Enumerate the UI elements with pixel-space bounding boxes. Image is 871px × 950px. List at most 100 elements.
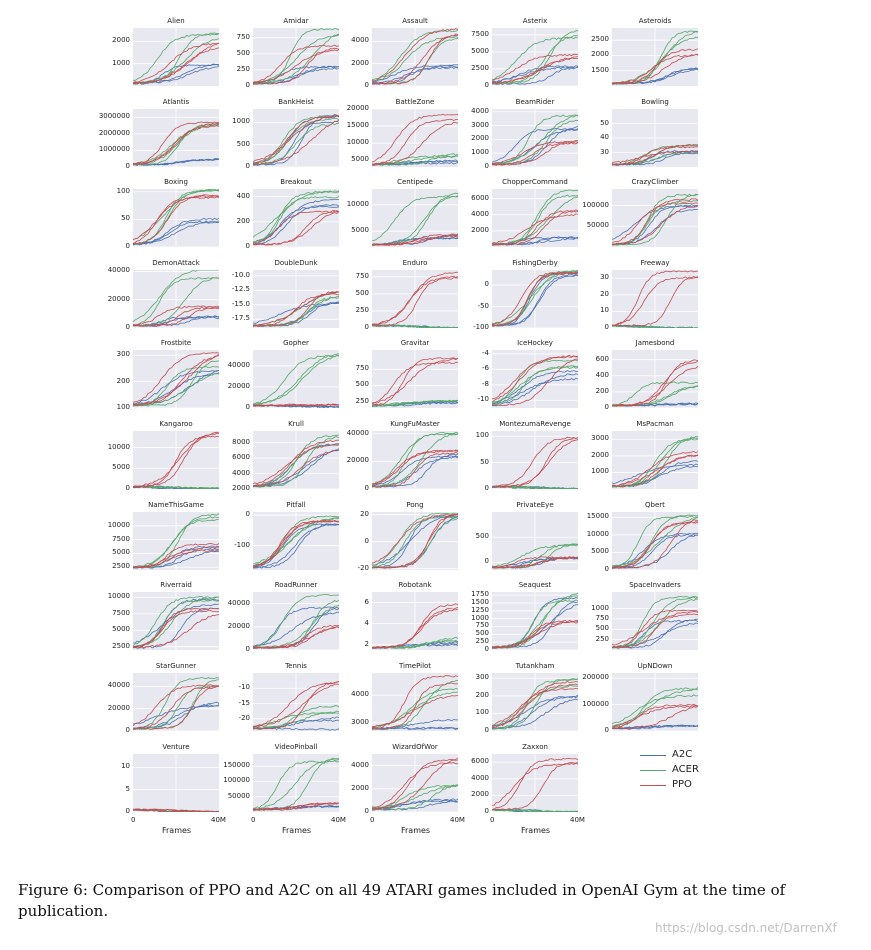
series-ppo-battlezone-2	[372, 113, 458, 163]
curves-privateeye	[492, 512, 578, 570]
y-tick-upndown-2: 200000	[582, 673, 609, 682]
panel-title-demonattack: DemonAttack	[152, 259, 200, 267]
series-ppo-frostbite-2	[133, 353, 219, 406]
series-acer-tutankham-0	[492, 678, 578, 730]
series-a2c-pitfall-2	[253, 523, 339, 568]
series-acer-asterix-2	[492, 36, 578, 81]
y-tick-icehockey-2: -6	[482, 364, 489, 373]
series-acer-gravitar-2	[372, 399, 458, 407]
series-ppo-robotank-1	[372, 608, 458, 649]
y-tick-krull-3: 8000	[232, 437, 250, 446]
curves-assault	[372, 28, 458, 86]
legend-label-acer: ACER	[672, 764, 699, 775]
curves-gravitar	[372, 350, 458, 408]
y-tick-fishingderby-0: -100	[473, 323, 489, 331]
y-tick-riverraid-0: 2500	[112, 641, 130, 650]
series-acer-kungfumaster-0	[372, 433, 458, 488]
y-tick-beamrider-1: 1000	[471, 148, 489, 157]
y-tick-bowling-1: 40	[600, 133, 609, 141]
y-tick-boxing-2: 100	[116, 186, 130, 195]
series-acer-icehockey-2	[492, 365, 578, 404]
series-ppo-beamrider-2	[492, 141, 578, 166]
series-ppo-asterix-2	[492, 53, 578, 82]
y-tick-pong-0: -20	[357, 563, 369, 572]
series-ppo-venture-2	[133, 808, 219, 812]
panel-title-tennis: Tennis	[285, 662, 307, 670]
series-ppo-tutankham-1	[492, 683, 578, 728]
series-a2c-kungfumaster-2	[372, 455, 458, 487]
series-a2c-atlantis-2	[133, 158, 219, 166]
panel-title-icehockey: IceHockey	[517, 339, 553, 347]
series-acer-demonattack-1	[133, 270, 219, 323]
curves-centipede	[372, 189, 458, 247]
y-tick-robotank-0: 2	[364, 639, 369, 648]
series-ppo-freeway-0	[612, 276, 698, 327]
series-ppo-roadrunner-2	[253, 626, 339, 649]
series-a2c-krull-1	[253, 449, 339, 488]
series-ppo-amidar-0	[253, 47, 339, 85]
series-ppo-frostbite-0	[133, 352, 219, 403]
series-ppo-battlezone-1	[372, 121, 458, 166]
series-ppo-amidar-2	[253, 49, 339, 84]
y-tick-privateeye-0: 0	[484, 557, 489, 566]
watermark: https://blog.csdn.net/DarrenXf	[655, 921, 837, 935]
panel-title-beamrider: BeamRider	[515, 98, 555, 106]
curves-pong	[372, 512, 458, 570]
y-tick-videopinball-0: 50000	[227, 791, 250, 800]
curves-battlezone	[372, 109, 458, 167]
y-tick-roadrunner-2: 40000	[227, 598, 250, 607]
legend-swatch-a2c	[640, 755, 666, 756]
series-a2c-assault-2	[372, 65, 458, 84]
y-tick-mspacman-2: 3000	[591, 434, 609, 443]
series-ppo-fishingderby-1	[492, 271, 578, 325]
series-ppo-zaxxon-1	[492, 757, 578, 810]
series-ppo-enduro-2	[372, 277, 458, 327]
series-ppo-montezumarevenge-2	[492, 439, 578, 488]
y-tick-icehockey-0: -10	[477, 395, 489, 404]
y-tick-wizardofwor-1: 2000	[351, 783, 369, 792]
series-acer-battlezone-2	[372, 155, 458, 166]
series-acer-upndown-1	[612, 688, 698, 727]
curves-asteroids	[612, 28, 698, 86]
y-tick-frostbite-0: 100	[116, 403, 130, 411]
y-tick-seaquest-7: 1750	[471, 590, 489, 599]
series-ppo-freeway-1	[612, 277, 698, 327]
y-tick-gravitar-2: 750	[355, 364, 369, 373]
y-tick-montezumarevenge-1: 50	[480, 457, 489, 466]
curves-choppercommand	[492, 189, 578, 247]
y-tick-robotank-1: 4	[364, 618, 369, 627]
y-tick-upndown-0: 0	[604, 726, 609, 734]
y-tick-breakout-1: 200	[236, 216, 250, 225]
curves-spaceinvaders	[612, 592, 698, 650]
curves-namethisgame	[133, 512, 219, 570]
panel-title-bowling: Bowling	[641, 98, 669, 106]
curves-seaquest	[492, 592, 578, 650]
y-tick-spaceinvaders-0: 250	[595, 634, 609, 643]
y-tick-pong-1: 0	[364, 536, 369, 545]
curves-mspacman	[612, 431, 698, 489]
curves-atlantis	[133, 109, 219, 167]
y-tick-jamesbond-3: 600	[595, 354, 609, 363]
series-acer-zaxxon-2	[492, 809, 578, 812]
series-ppo-kungfumaster-2	[372, 449, 458, 486]
series-ppo-jamesbond-2	[612, 365, 698, 407]
series-a2c-bankheist-1	[253, 120, 339, 166]
series-ppo-krull-0	[253, 449, 339, 488]
y-tick-qbert-0: 0	[604, 565, 609, 573]
panel-title-amidar: Amidar	[283, 17, 309, 25]
series-acer-wizardofwor-0	[372, 784, 458, 811]
legend-label-ppo: PPO	[672, 779, 692, 790]
series-ppo-timepilot-0	[372, 675, 458, 729]
series-a2c-qbert-2	[612, 533, 698, 569]
panel-title-privateeye: PrivateEye	[516, 501, 554, 509]
y-tick-privateeye-1: 500	[475, 532, 489, 541]
x-tick-zaxxon-0: 0	[490, 816, 495, 824]
series-ppo-tutankham-2	[492, 680, 578, 726]
y-tick-breakout-2: 400	[236, 191, 250, 200]
panel-title-wizardofwor: WizardOfWor	[392, 743, 438, 751]
curves-montezumarevenge	[492, 431, 578, 489]
series-a2c-alien-2	[133, 63, 219, 85]
series-ppo-gopher-2	[253, 403, 339, 407]
series-ppo-qbert-0	[612, 519, 698, 569]
panel-title-seaquest: Seaquest	[518, 581, 552, 589]
